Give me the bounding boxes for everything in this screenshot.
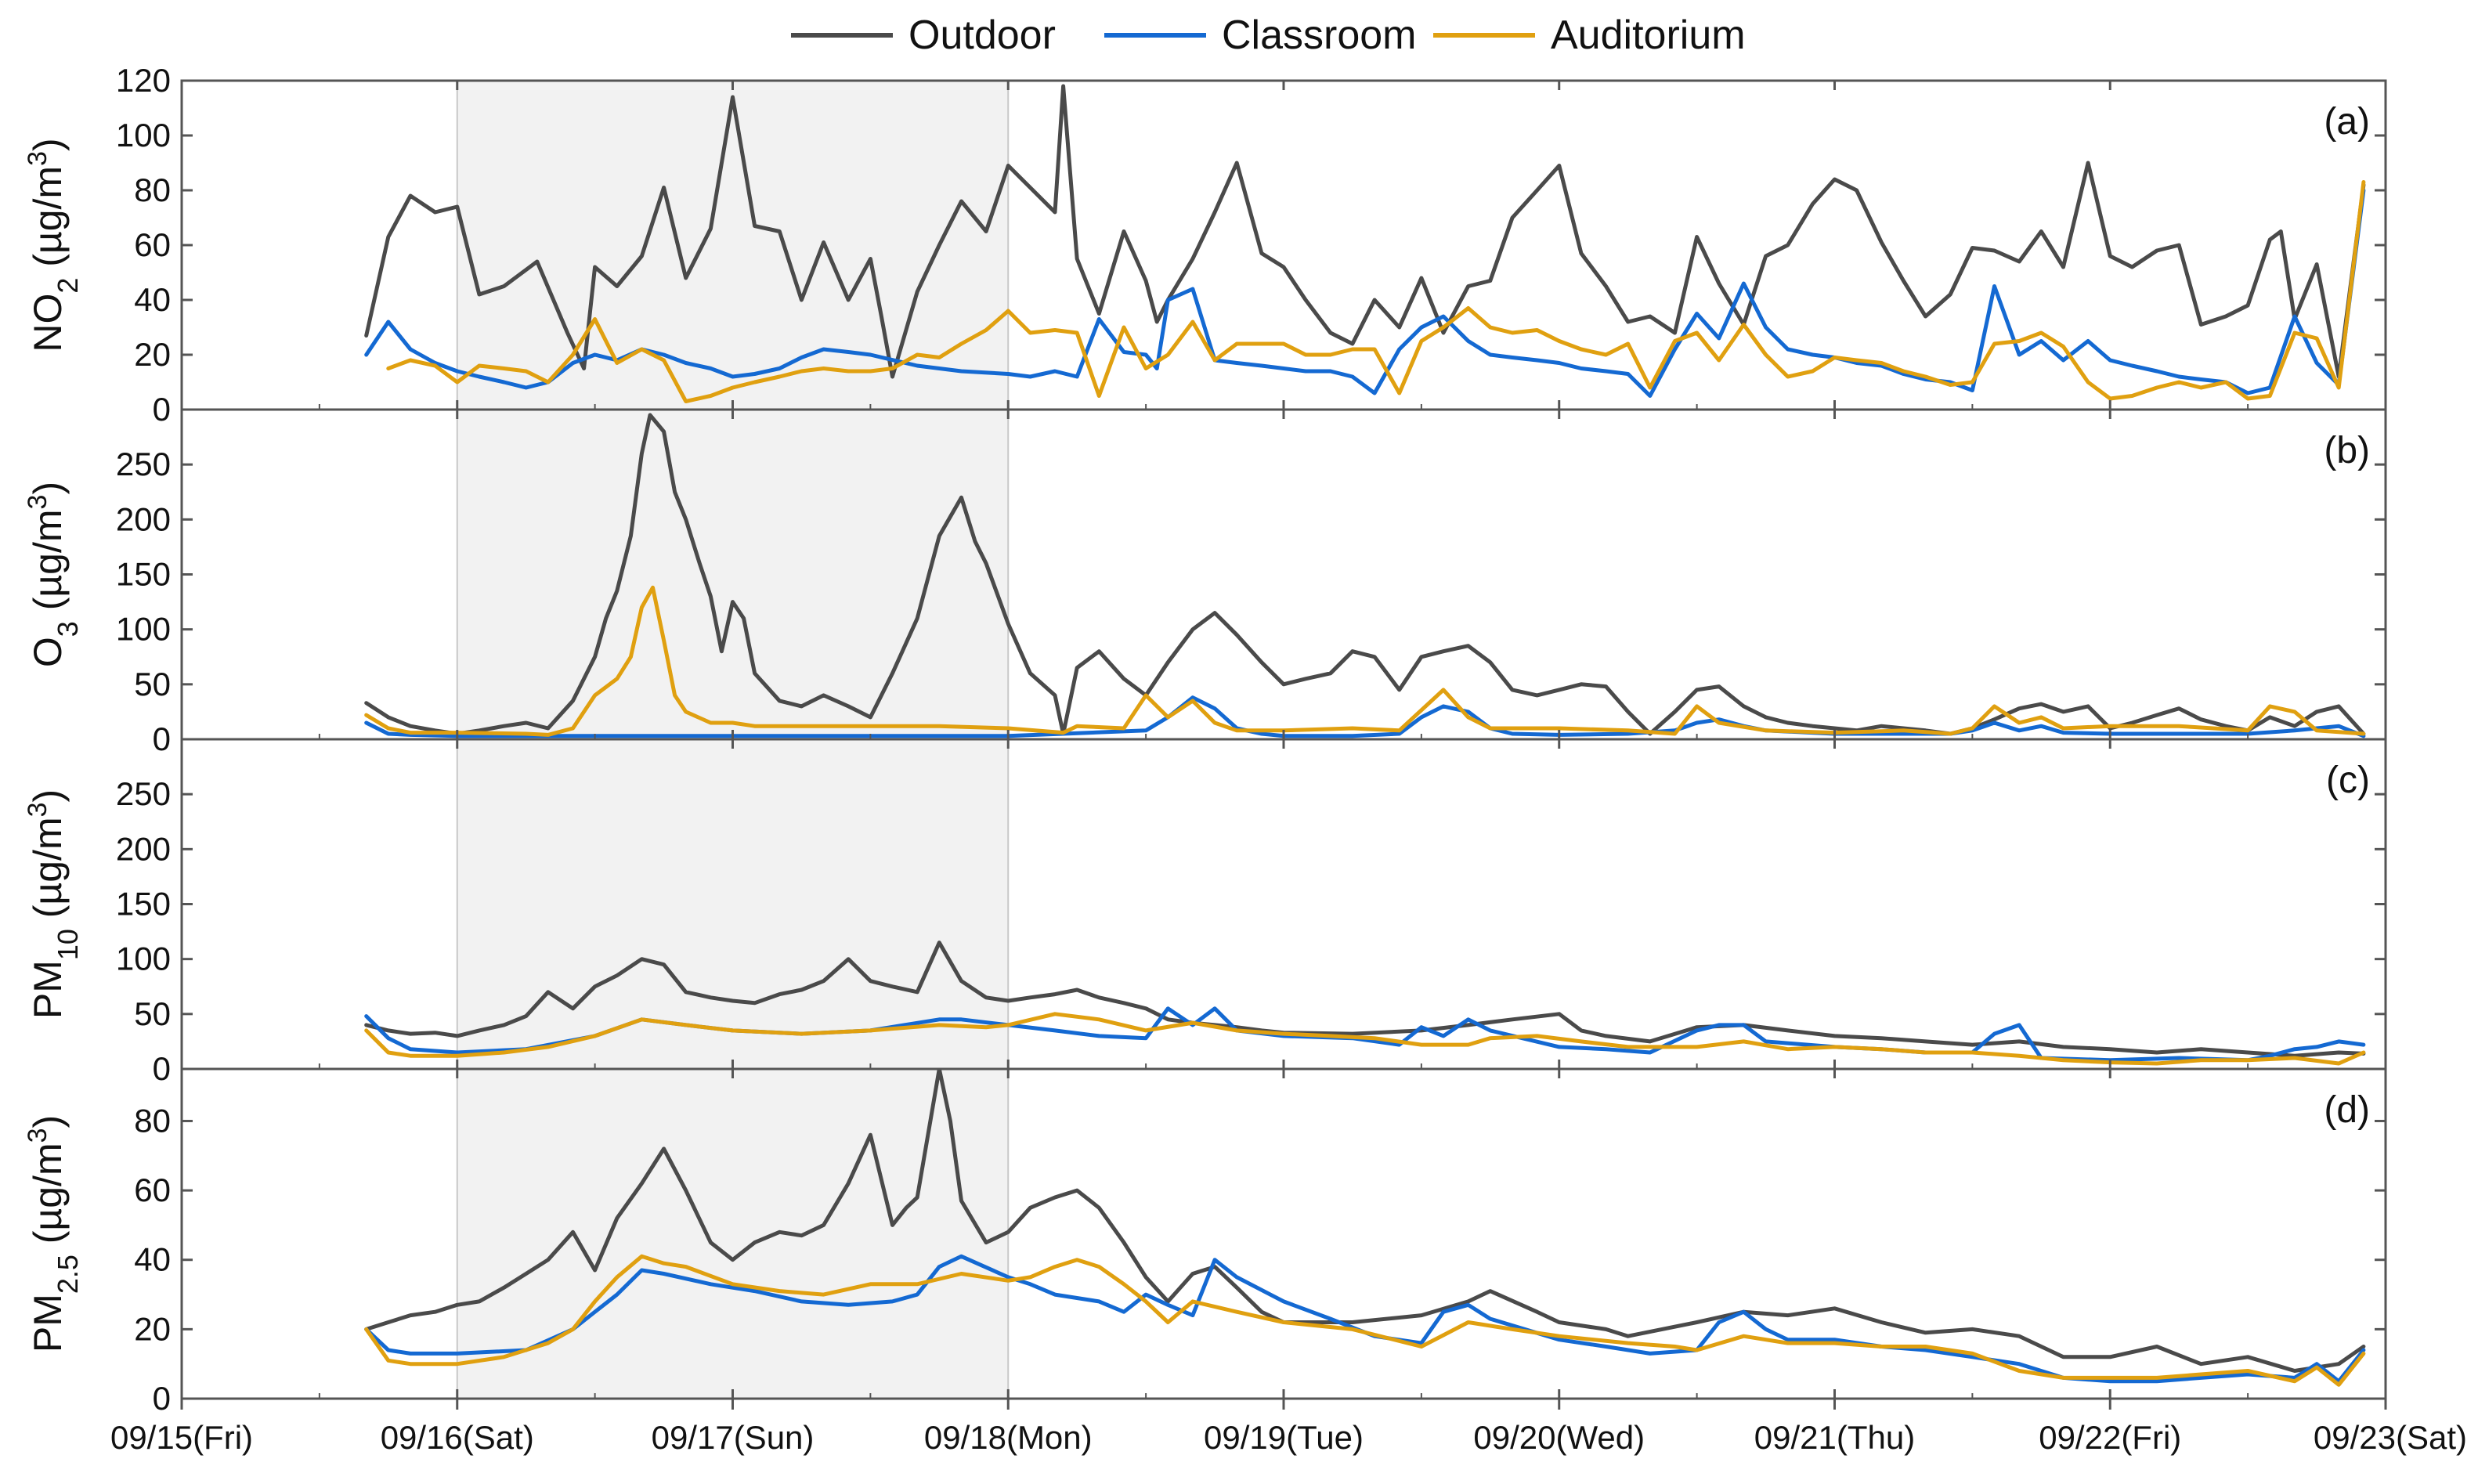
panel-tag-c: (c) <box>2326 760 2370 801</box>
legend-label-auditorium: Auditorium <box>1551 13 1746 58</box>
panel-tag-b: (b) <box>2324 430 2370 471</box>
y-tick-label-d: 20 <box>134 1310 171 1347</box>
y-axis-label-a: NO2 (µg/m3) <box>23 138 84 352</box>
panel-b: 0 50 100 150 200 250 (b) O3 (µg/m3) <box>23 408 2387 757</box>
panel-d: 0 20 40 60 80 (d) PM2.5 (µg/m3) <box>23 1067 2387 1417</box>
y-tick-label-a: 20 <box>134 336 171 373</box>
x-axis: 09/15(Fri) 09/16(Sat) 09/17(Sun) 09/18(Mon)… <box>110 1399 2467 1456</box>
legend-label-classroom: Classroom <box>1222 13 1417 58</box>
y-tick-label-b: 200 <box>116 500 171 537</box>
y-tick-label-d: 60 <box>134 1172 171 1208</box>
series-line-c-outdoor <box>364 941 2366 1058</box>
y-tick-label-a: 0 <box>153 391 171 428</box>
x-tick-label: 09/16(Sat) <box>381 1419 534 1456</box>
y-tick-label-c: 0 <box>153 1050 171 1087</box>
panel-tag-a: (a) <box>2324 101 2370 143</box>
y-tick-label-c: 200 <box>116 830 171 867</box>
y-tick-label-c: 150 <box>116 886 171 923</box>
y-axis-label-b: O3 (µg/m3) <box>23 482 84 667</box>
x-tick-label: 09/19(Tue) <box>1204 1419 1364 1456</box>
y-tick-label-b: 250 <box>116 446 171 482</box>
x-tick-label: 09/23(Sat) <box>2314 1419 2467 1456</box>
y-tick-label-a: 60 <box>134 226 171 263</box>
y-axis-label-c: PM10 (µg/m3) <box>23 789 84 1019</box>
y-tick-label-a: 100 <box>116 117 171 153</box>
panel-tag-d: (d) <box>2324 1089 2370 1131</box>
series-line-b-classroom <box>364 695 2366 738</box>
y-tick-label-d: 0 <box>153 1380 171 1417</box>
y-tick-label-b: 0 <box>153 720 171 757</box>
series-line-d-auditorium <box>364 1254 2366 1387</box>
legend: Outdoor Classroom Auditorium <box>791 13 1746 58</box>
y-tick-label-a: 120 <box>116 62 171 99</box>
series-line-d-classroom <box>364 1254 2366 1384</box>
x-tick-label: 09/17(Sun) <box>652 1419 815 1456</box>
series-line-c-auditorium <box>364 1012 2366 1066</box>
y-tick-label-a: 80 <box>134 172 171 208</box>
legend-label-outdoor: Outdoor <box>908 13 1056 58</box>
x-tick-label: 09/20(Wed) <box>1473 1419 1645 1456</box>
series-line-b-outdoor <box>364 413 2366 736</box>
x-tick-label: 09/18(Mon) <box>924 1419 1093 1456</box>
panel-a: 0 20 40 60 80 100 120 (a) NO2 (µg/m3) <box>23 62 2387 428</box>
x-tick-label: 09/21(Thu) <box>1754 1419 1915 1456</box>
series-line-d-outdoor <box>364 1069 2366 1373</box>
series-line-a-auditorium <box>386 180 2366 403</box>
y-tick-label-b: 150 <box>116 556 171 593</box>
y-axis-label-d: PM2.5 (µg/m3) <box>23 1115 84 1352</box>
series-line-b-auditorium <box>364 585 2366 737</box>
y-tick-label-a: 40 <box>134 281 171 318</box>
y-tick-label-c: 250 <box>116 775 171 812</box>
y-tick-label-c: 100 <box>116 941 171 977</box>
y-tick-label-d: 40 <box>134 1241 171 1278</box>
y-tick-label-c: 50 <box>134 995 171 1032</box>
x-tick-label: 09/22(Fri) <box>2039 1419 2181 1456</box>
panel-c: 0 50 100 150 200 250 (c) PM10 (µg/m3) <box>23 738 2387 1087</box>
y-tick-label-b: 100 <box>116 611 171 648</box>
x-tick-label: 09/15(Fri) <box>110 1419 253 1456</box>
y-tick-label-d: 80 <box>134 1102 171 1139</box>
series-line-a-outdoor <box>364 84 2366 379</box>
y-tick-label-b: 50 <box>134 666 171 702</box>
